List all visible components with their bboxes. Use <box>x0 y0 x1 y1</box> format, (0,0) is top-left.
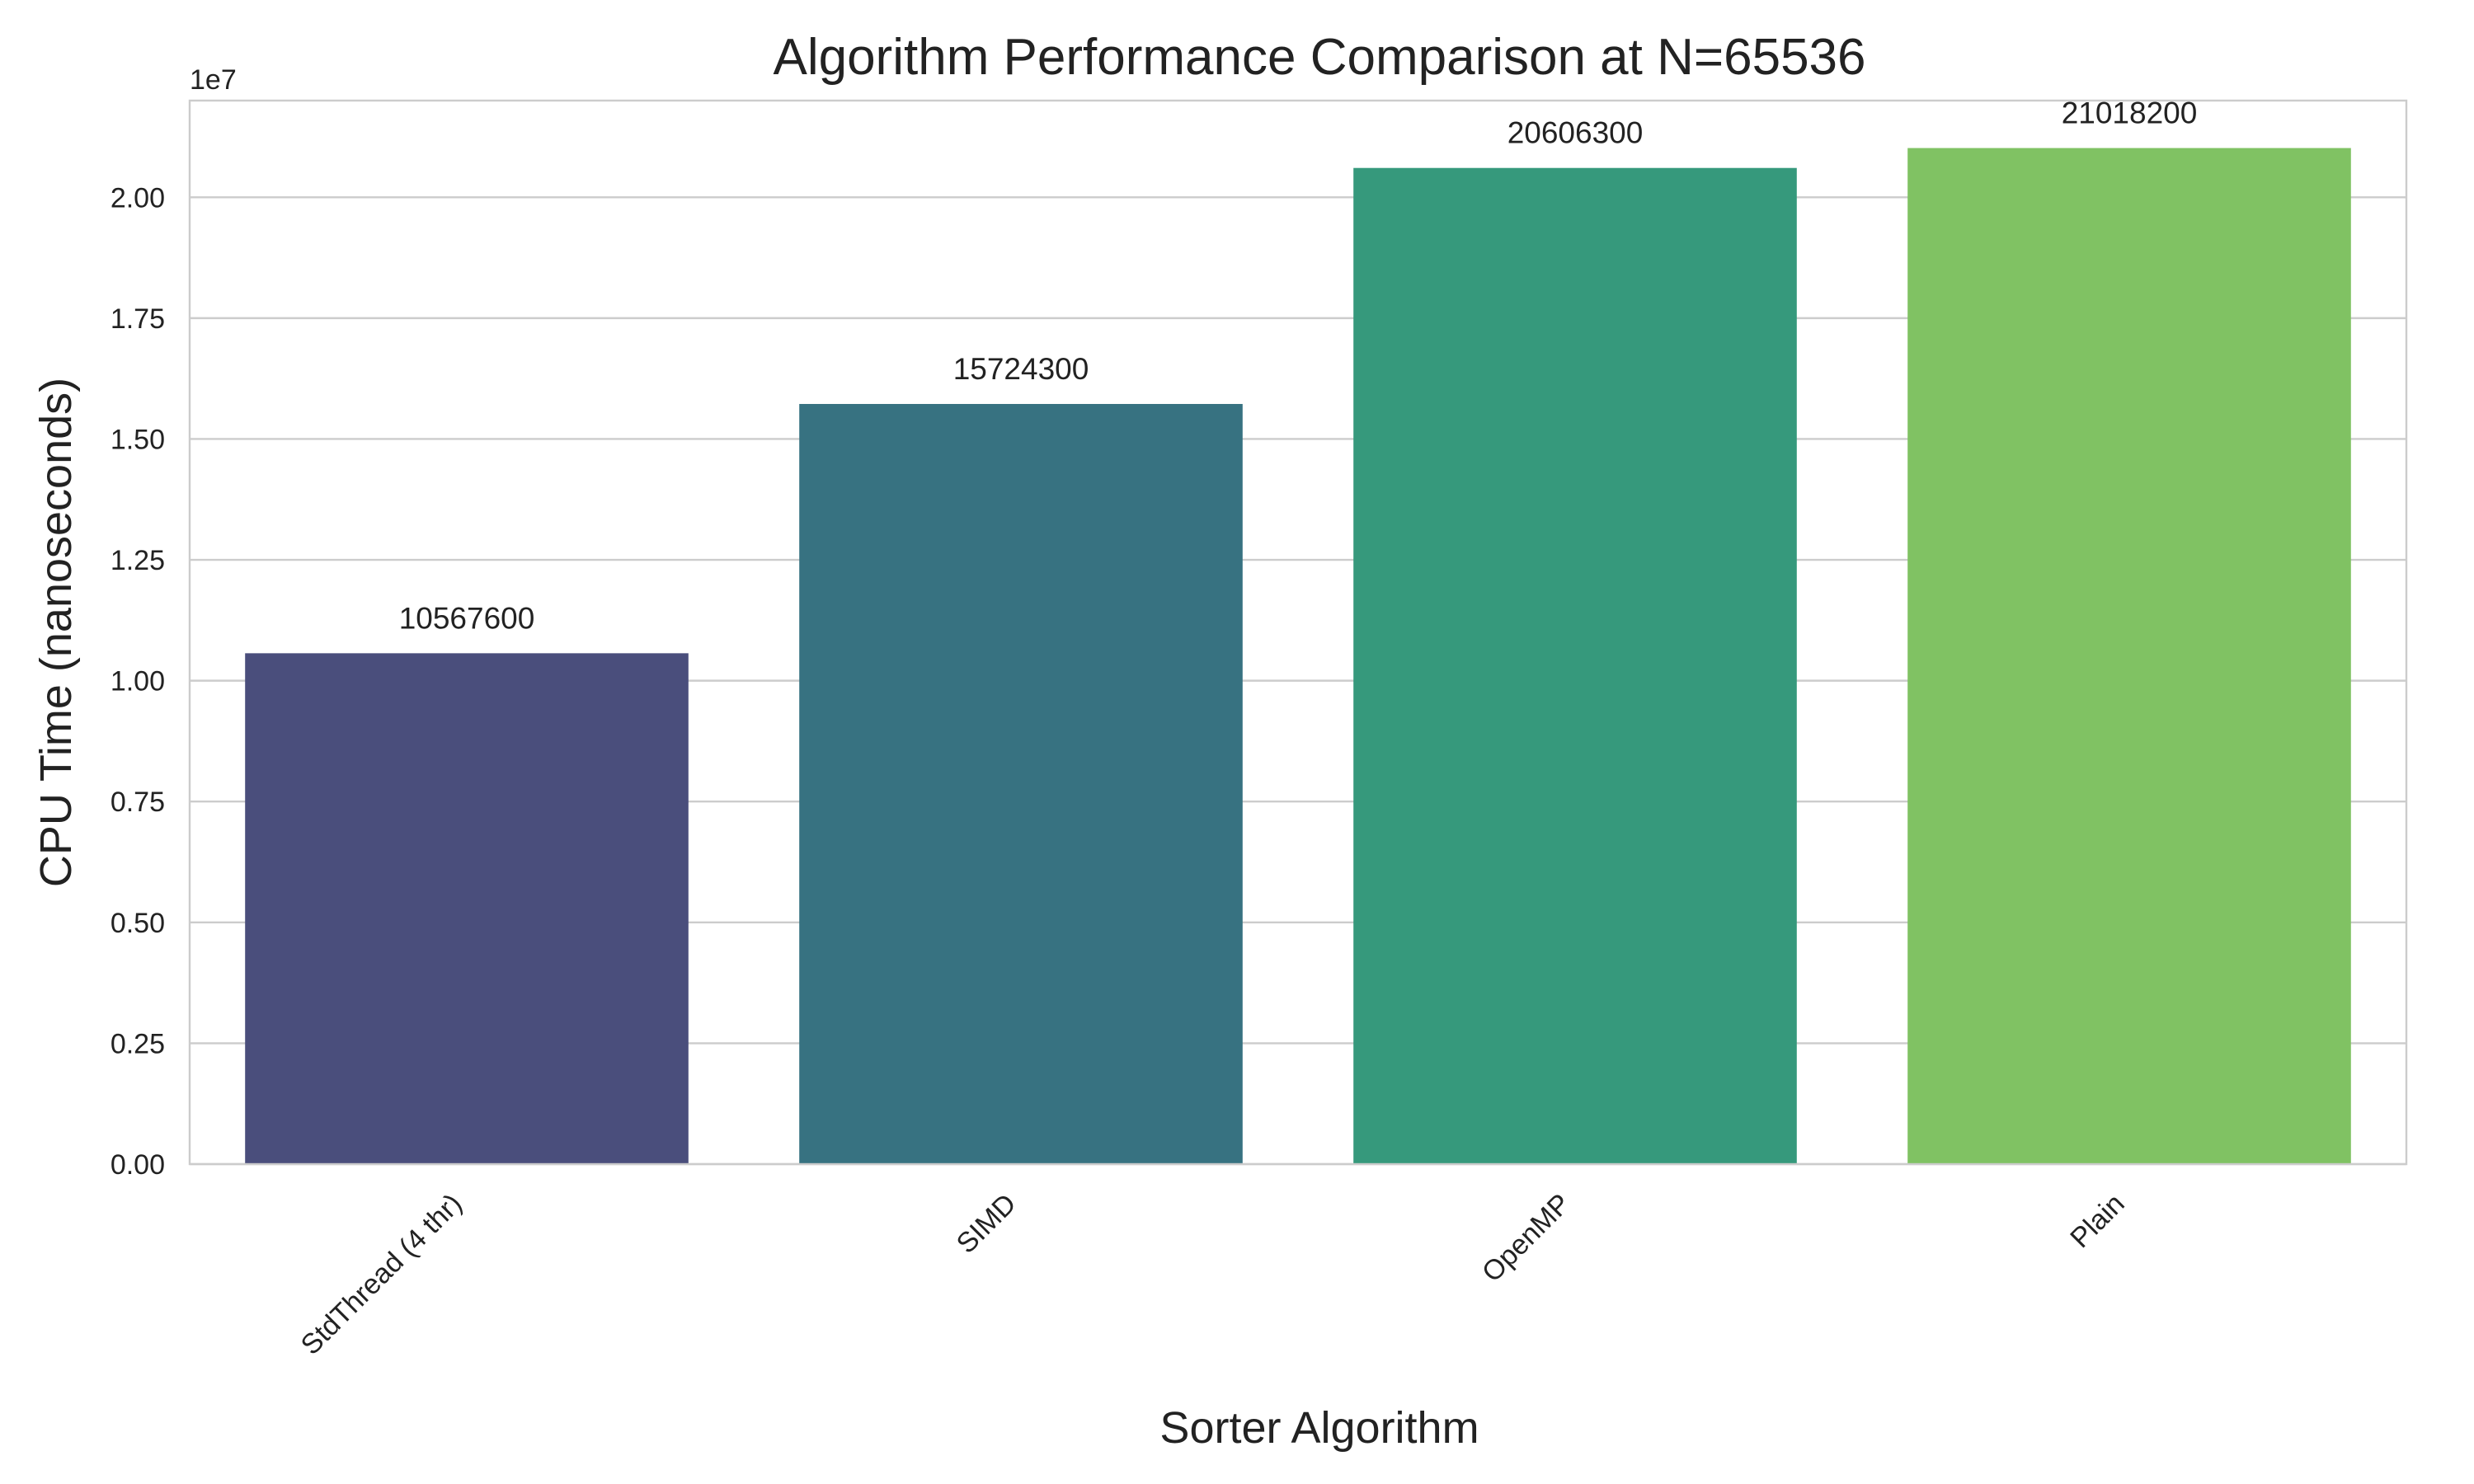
bar-data-label: 21018200 <box>2062 96 2198 130</box>
bar <box>799 403 1243 1164</box>
y-tick-label: 0.50 <box>111 908 165 939</box>
y-axis-label: CPU Time (nanoseconds) <box>31 378 81 887</box>
y-tick-label: 2.00 <box>111 182 165 214</box>
x-tick-label: Plain <box>2064 1188 2130 1254</box>
bar <box>1907 148 2351 1164</box>
y-tick-label: 0.25 <box>111 1028 165 1059</box>
bar-data-label: 15724300 <box>953 352 1089 386</box>
y-offset-label: 1e7 <box>190 64 237 96</box>
y-tick-label: 1.25 <box>111 545 165 576</box>
bar-data-label: 10567600 <box>399 601 535 635</box>
x-tick-label: SIMD <box>951 1188 1023 1260</box>
bars-layer <box>245 148 2351 1165</box>
labels-layer: 10567600 15724300 20606300 21018200 <box>399 96 2198 636</box>
bar <box>1353 167 1797 1165</box>
y-tick-label: 0.75 <box>111 787 165 818</box>
x-tick-label: OpenMP <box>1476 1188 1577 1289</box>
y-tick-label: 1.50 <box>111 424 165 455</box>
plot-frame <box>188 99 2408 1166</box>
x-axis-label: Sorter Algorithm <box>1159 1403 1479 1453</box>
chart-title: Algorithm Performance Comparison at N=65… <box>773 29 1865 86</box>
y-tick-label: 1.00 <box>111 666 165 697</box>
bar-data-label: 20606300 <box>1507 116 1644 150</box>
bar <box>245 653 689 1164</box>
x-tick-label: StdThread (4 thr) <box>295 1188 468 1361</box>
y-tick-label: 1.75 <box>111 303 165 335</box>
y-tick-label: 0.00 <box>111 1149 165 1181</box>
